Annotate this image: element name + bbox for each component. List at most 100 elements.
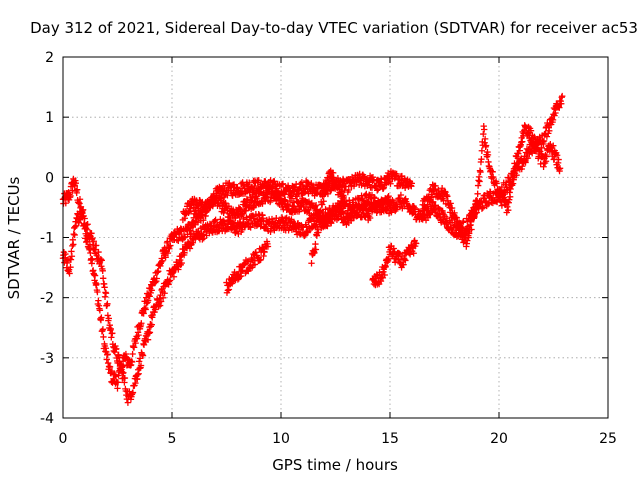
data-point [232,214,239,222]
data-point [261,248,268,256]
data-point [286,197,294,205]
data-point [484,151,492,159]
data-point [121,374,129,382]
data-point [322,206,329,213]
axis-tick-labels: 0 5 10 15 20 25 -4 -3 -2 -1 0 1 2 [40,50,617,447]
data-point [410,250,417,257]
data-point [111,348,119,356]
data-point [432,182,439,190]
data-point [135,331,142,339]
data-point [81,215,88,222]
data-point [251,261,259,268]
data-point [424,214,432,221]
data-point [390,245,397,252]
data-point [480,130,487,138]
data-point [431,203,438,210]
y-tick-label: -3 [40,351,54,367]
data-point [467,218,475,226]
y-tick-label: -2 [40,291,54,307]
data-point [164,249,172,257]
data-point [543,133,551,140]
grid-lines [63,57,608,418]
data-point [471,212,478,220]
y-tick-label: 1 [45,110,54,126]
data-point [157,298,165,305]
data-point [93,280,100,288]
data-point [522,159,529,166]
data-point [312,246,320,253]
data-point [327,216,334,223]
data-point [146,293,153,300]
data-point [145,330,153,337]
data-point [458,223,465,231]
data-point [474,203,481,211]
data-point [186,245,194,252]
data-point [274,193,281,200]
data-point [556,104,563,111]
data-point [207,201,215,208]
data-point [519,138,526,145]
data-point [505,206,512,214]
data-point [95,248,102,256]
data-point [128,358,136,366]
data-point [251,182,258,190]
x-axis-label: GPS time / hours [272,456,398,474]
data-point [165,278,173,285]
data-point [479,204,487,211]
y-tick-label: -4 [40,411,54,427]
data-point [555,156,562,163]
data-point [474,190,481,197]
data-point [240,198,247,206]
data-point [164,238,171,245]
data-point [460,239,467,246]
data-point [559,92,566,100]
data-point [357,205,364,212]
data-point [558,100,565,107]
data-point [114,385,121,392]
data-point [527,127,535,134]
data-point [401,175,408,182]
data-point [187,205,194,212]
data-point [130,344,138,351]
data-point [438,185,446,192]
data-point [135,358,143,365]
data-point [309,215,316,222]
data-point [124,399,132,406]
data-point [335,214,342,222]
x-tick-label: 25 [599,431,617,447]
data-point [66,270,73,277]
data-point [428,194,435,201]
data-point [288,189,295,197]
data-point [509,180,517,187]
data-point [153,275,160,282]
data-point [67,192,74,200]
data-point [162,254,169,261]
data-point [275,192,283,199]
data-point [105,315,112,322]
data-point [556,165,564,172]
data-point [67,256,75,263]
data-point [464,237,471,244]
data-point [524,154,532,162]
data-point [257,256,264,263]
data-point [304,228,312,236]
data-point [73,186,81,193]
data-point [90,271,98,278]
series-track-4 [223,238,272,296]
chart-title: Day 312 of 2021, Sidereal Day-to-day VTE… [30,19,638,37]
data-point [114,379,122,386]
data-point [100,333,107,341]
data-point [339,199,347,206]
data-point [473,209,480,216]
data-point [106,363,114,370]
data-point [378,176,385,183]
data-point [144,297,152,304]
data-point [181,249,188,257]
data-point [109,330,116,337]
data-point [129,389,137,396]
data-point [477,168,484,176]
data-point [316,217,323,225]
data-point [94,288,101,296]
data-point [104,351,111,358]
data-point [366,214,374,222]
